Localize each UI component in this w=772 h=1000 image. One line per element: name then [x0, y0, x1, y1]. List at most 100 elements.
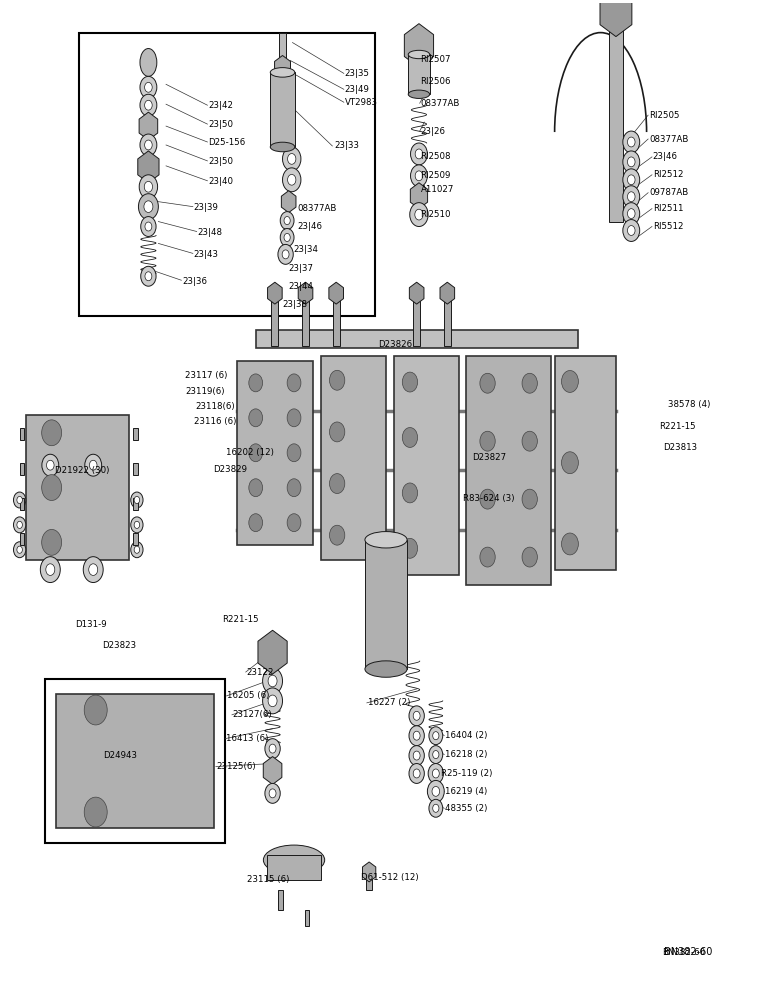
Text: 08377AB: 08377AB	[421, 99, 460, 108]
Circle shape	[409, 764, 425, 783]
Ellipse shape	[263, 845, 325, 875]
Circle shape	[284, 233, 290, 241]
Bar	[278, 890, 283, 910]
Circle shape	[413, 769, 420, 778]
Text: 16227 (2): 16227 (2)	[367, 698, 410, 707]
Circle shape	[288, 154, 296, 164]
Circle shape	[522, 489, 537, 509]
Text: RI5512: RI5512	[652, 222, 683, 231]
Polygon shape	[137, 151, 159, 183]
Circle shape	[287, 409, 301, 427]
Circle shape	[268, 675, 277, 687]
Circle shape	[262, 688, 283, 714]
Text: 23127(6): 23127(6)	[232, 710, 273, 719]
Circle shape	[130, 492, 143, 508]
Circle shape	[561, 371, 578, 392]
Circle shape	[330, 370, 345, 390]
Text: 23|50: 23|50	[208, 120, 233, 129]
Ellipse shape	[365, 661, 407, 677]
Text: D23813: D23813	[663, 443, 698, 452]
Circle shape	[628, 175, 635, 185]
Circle shape	[409, 726, 425, 746]
Bar	[321, 356, 386, 560]
Circle shape	[623, 131, 640, 153]
Polygon shape	[600, 0, 631, 37]
Circle shape	[480, 547, 495, 567]
Circle shape	[265, 783, 280, 803]
Text: R83-624 (3): R83-624 (3)	[462, 494, 514, 503]
Circle shape	[280, 212, 294, 230]
Bar	[19, 428, 24, 440]
Polygon shape	[409, 282, 424, 304]
Circle shape	[249, 374, 262, 392]
Bar	[554, 356, 616, 570]
Circle shape	[428, 764, 443, 783]
Text: 23122: 23122	[246, 668, 274, 677]
Circle shape	[141, 266, 156, 286]
Bar	[367, 873, 372, 890]
Circle shape	[623, 186, 640, 208]
Bar	[279, 33, 286, 62]
Circle shape	[144, 140, 152, 150]
Text: D131-9: D131-9	[76, 620, 107, 629]
Circle shape	[17, 496, 22, 504]
Circle shape	[287, 514, 301, 532]
Circle shape	[249, 409, 262, 427]
Circle shape	[140, 94, 157, 116]
Circle shape	[13, 492, 25, 508]
Bar	[302, 296, 309, 346]
Circle shape	[141, 217, 156, 236]
Bar	[272, 296, 279, 346]
Text: 23125(6): 23125(6)	[217, 762, 256, 771]
Polygon shape	[258, 630, 287, 674]
Circle shape	[139, 175, 157, 199]
Circle shape	[413, 731, 420, 740]
Polygon shape	[139, 112, 157, 140]
Polygon shape	[275, 55, 290, 79]
Text: 23|38: 23|38	[283, 300, 307, 309]
Circle shape	[287, 374, 301, 392]
Circle shape	[628, 157, 635, 167]
Circle shape	[428, 780, 444, 802]
Circle shape	[522, 373, 537, 393]
Bar	[466, 356, 550, 585]
Bar	[305, 910, 310, 926]
Circle shape	[628, 137, 635, 147]
Circle shape	[17, 546, 22, 553]
Text: 23|46: 23|46	[652, 152, 678, 161]
Text: 23|33: 23|33	[334, 141, 359, 150]
Circle shape	[287, 444, 301, 462]
Text: 38578 (4): 38578 (4)	[668, 400, 710, 409]
Bar	[25, 415, 129, 560]
Text: 09787AB: 09787AB	[649, 188, 688, 197]
Text: RI2510: RI2510	[421, 210, 451, 219]
Circle shape	[280, 229, 294, 246]
Circle shape	[330, 525, 345, 545]
Circle shape	[561, 533, 578, 555]
Circle shape	[415, 209, 423, 220]
Circle shape	[433, 804, 439, 812]
Circle shape	[278, 244, 293, 264]
Bar	[19, 463, 24, 475]
Text: 23117 (6): 23117 (6)	[185, 371, 228, 380]
Bar	[56, 694, 214, 828]
Text: VT2983: VT2983	[344, 98, 378, 107]
Circle shape	[410, 203, 428, 227]
Circle shape	[138, 194, 158, 220]
Circle shape	[402, 428, 418, 447]
Circle shape	[144, 181, 153, 192]
Circle shape	[130, 517, 143, 533]
Bar	[133, 428, 137, 440]
Text: A11027: A11027	[421, 185, 454, 194]
Bar	[267, 855, 321, 880]
Polygon shape	[263, 757, 282, 784]
Circle shape	[40, 557, 60, 583]
Circle shape	[42, 420, 62, 446]
Circle shape	[330, 422, 345, 442]
Circle shape	[623, 169, 640, 191]
Circle shape	[284, 217, 290, 225]
Circle shape	[288, 174, 296, 185]
Text: 23|50: 23|50	[208, 157, 233, 166]
Bar	[408, 54, 430, 94]
Circle shape	[623, 203, 640, 225]
